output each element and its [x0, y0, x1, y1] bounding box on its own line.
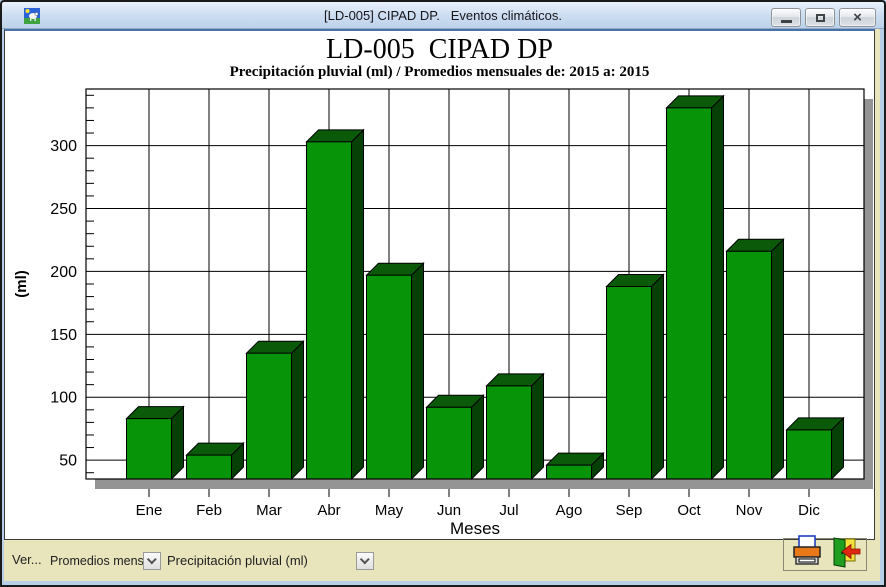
x-tick-label-Feb: Feb: [196, 502, 222, 519]
minimize-icon: [780, 19, 792, 23]
y-tick-label-250: 250: [50, 201, 77, 218]
window-title: [LD-005] CIPAD DP. Eventos climáticos.: [324, 8, 562, 23]
chart-title: LD-005 CIPAD DP: [326, 34, 553, 65]
bar-Nov: [726, 250, 772, 480]
client-area: LD-005 CIPAD DP Precipitación pluvial (m…: [4, 29, 880, 581]
bar-Sep: [606, 286, 652, 480]
bar-Oct: [666, 107, 712, 480]
chevron-down-icon: [146, 553, 157, 564]
x-tick-label-Nov: Nov: [736, 502, 763, 519]
metric-combobox-value[interactable]: Precipitación pluvial (ml): [167, 553, 308, 568]
bar-Mar-side: [291, 339, 304, 481]
bar-Oct-side: [711, 94, 724, 481]
chevron-down-icon: [359, 553, 370, 564]
bar-Ene: [126, 418, 172, 480]
bar-Jun: [426, 406, 472, 480]
bar-Ago: [546, 464, 592, 480]
x-tick-label-Dic: Dic: [798, 502, 820, 519]
y-tick-label-300: 300: [50, 138, 77, 155]
ver-label: Ver...: [12, 552, 42, 567]
x-tick-label-Mar: Mar: [256, 502, 282, 519]
exit-door-icon: [833, 537, 861, 568]
maximize-button[interactable]: [805, 8, 835, 27]
x-tick-label-May: May: [375, 502, 404, 519]
exit-button[interactable]: [831, 537, 861, 569]
view-combobox-dropdown-button[interactable]: [143, 552, 161, 570]
app-icon[interactable]: [24, 8, 40, 24]
maximize-icon: [815, 13, 825, 22]
y-axis-label: (ml): [13, 270, 30, 298]
y-tick-label-150: 150: [50, 327, 77, 344]
metric-combobox-dropdown-button[interactable]: [356, 552, 374, 570]
bar-Abr: [306, 141, 352, 480]
x-tick-label-Ago: Ago: [556, 502, 583, 519]
y-tick-label-100: 100: [50, 390, 77, 407]
bar-Dic: [786, 429, 832, 480]
bottom-toolbar: Ver... Promedios mensu Precipitación plu…: [4, 535, 880, 581]
x-tick-label-Ene: Ene: [136, 502, 163, 519]
bar-Jul: [486, 385, 532, 480]
x-tick-label-Jul: Jul: [499, 502, 518, 519]
y-tick-label-50: 50: [59, 453, 77, 470]
x-tick-label-Abr: Abr: [317, 502, 340, 519]
close-button[interactable]: ×: [839, 8, 876, 27]
bar-Jun-side: [471, 394, 484, 481]
window-controls: ×: [771, 8, 876, 27]
chart-panel: LD-005 CIPAD DP Precipitación pluvial (m…: [4, 29, 875, 540]
bar-Sep-side: [651, 273, 664, 481]
chart-subtitle: Precipitación pluvial (ml) / Promedios m…: [229, 64, 650, 80]
bar-May-side: [411, 261, 424, 481]
bar-Mar: [246, 352, 292, 480]
chart-plot: 50 100 150 200 250 300 Ene Feb Mar Abr May Jun Jul Ag…: [13, 88, 873, 538]
bar-Nov-side: [771, 238, 784, 481]
print-button[interactable]: [791, 535, 823, 568]
bar-May: [366, 274, 412, 480]
x-tick-label-Oct: Oct: [677, 502, 701, 519]
y-tick-label-200: 200: [50, 264, 77, 281]
bar-Feb: [186, 454, 232, 480]
minimize-button[interactable]: [771, 8, 801, 27]
view-combobox-value[interactable]: Promedios mensu: [50, 554, 143, 568]
close-icon: ×: [853, 9, 862, 26]
x-tick-label-Jun: Jun: [437, 502, 461, 519]
x-tick-label-Sep: Sep: [616, 502, 643, 519]
bar-Abr-side: [351, 128, 364, 481]
bar-Jul-side: [531, 372, 544, 481]
action-icons-panel: [783, 535, 867, 571]
plot-border: [85, 88, 865, 480]
x-axis-label: Meses: [450, 519, 500, 538]
titlebar: [LD-005] CIPAD DP. Eventos climáticos. ×: [2, 2, 884, 29]
